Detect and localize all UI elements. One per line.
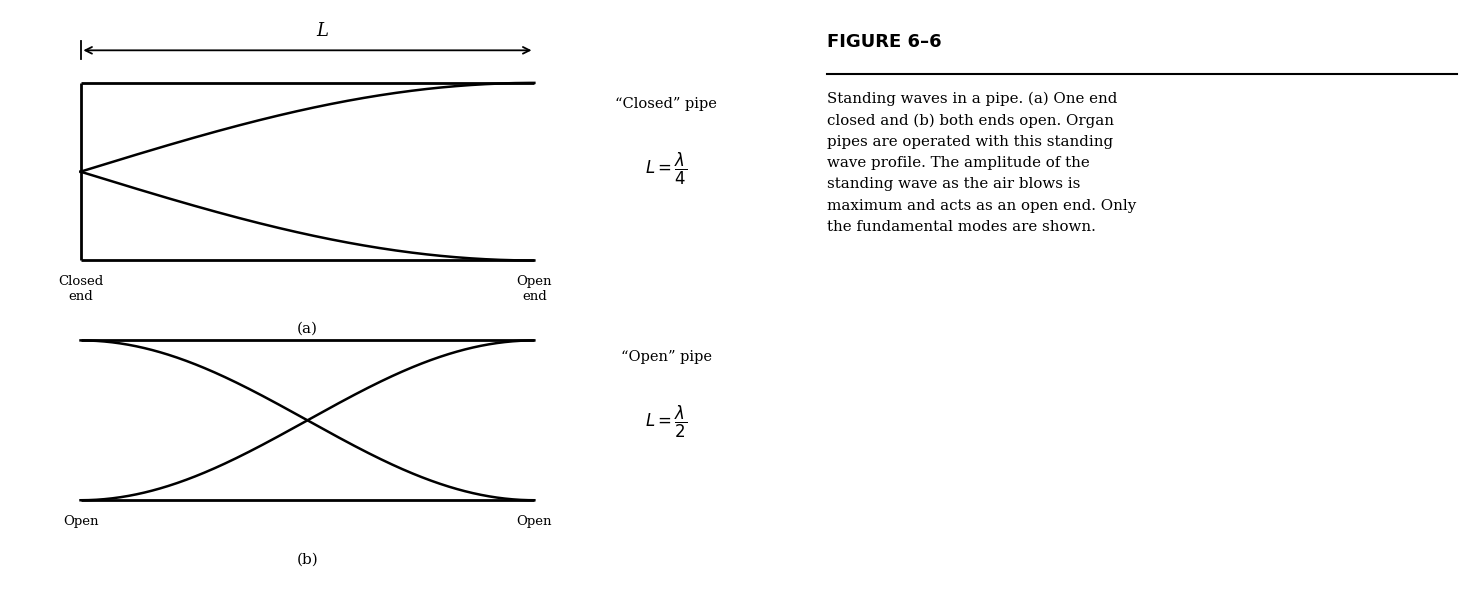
Text: (b): (b) [297, 552, 318, 567]
Text: (a): (a) [297, 321, 318, 336]
Text: $L = \dfrac{\lambda}{4}$: $L = \dfrac{\lambda}{4}$ [646, 150, 687, 187]
Text: Closed
end: Closed end [59, 275, 102, 303]
Text: Open
end: Open end [517, 275, 552, 303]
Text: Open: Open [517, 515, 552, 528]
Text: “Closed” pipe: “Closed” pipe [615, 96, 717, 111]
Text: Standing waves in a pipe. (a) One end
closed and (b) both ends open. Organ
pipes: Standing waves in a pipe. (a) One end cl… [827, 92, 1136, 234]
Text: $L = \dfrac{\lambda}{2}$: $L = \dfrac{\lambda}{2}$ [646, 404, 687, 440]
Text: “Open” pipe: “Open” pipe [621, 350, 712, 363]
Text: FIGURE 6–6: FIGURE 6–6 [827, 33, 941, 50]
Text: Open: Open [63, 515, 98, 528]
Text: L: L [316, 22, 328, 40]
